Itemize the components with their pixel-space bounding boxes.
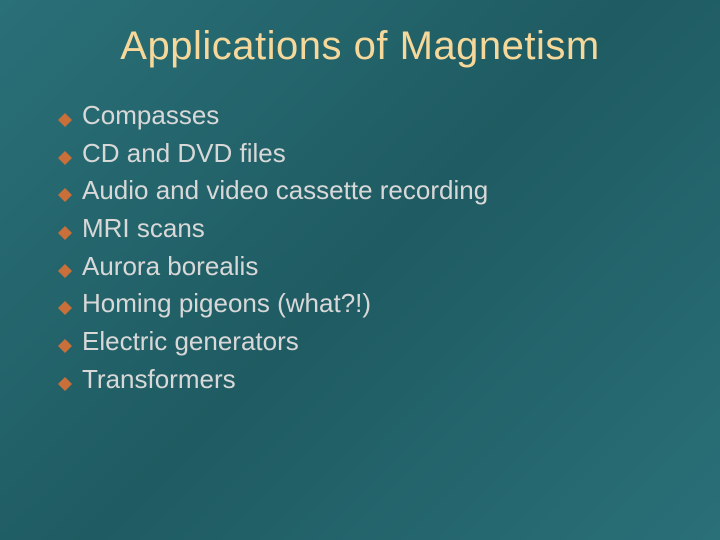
diamond-bullet-icon <box>58 226 76 240</box>
diamond-bullet-icon <box>58 151 76 165</box>
list-item: Electric generators <box>58 323 666 361</box>
diamond-bullet-icon <box>58 301 76 315</box>
diamond-bullet-icon <box>58 188 76 202</box>
bullet-text: Compasses <box>82 97 666 135</box>
list-item: Compasses <box>58 97 666 135</box>
slide-title: Applications of Magnetism <box>54 24 666 69</box>
diamond-bullet-icon <box>58 264 76 278</box>
bullet-text: Transformers <box>82 361 666 399</box>
bullet-text: MRI scans <box>82 210 666 248</box>
bullet-text: Electric generators <box>82 323 666 361</box>
diamond-bullet-icon <box>58 339 76 353</box>
list-item: Aurora borealis <box>58 248 666 286</box>
slide: Applications of Magnetism Compasses CD a… <box>0 0 720 540</box>
bullet-text: Audio and video cassette recording <box>82 172 666 210</box>
list-item: MRI scans <box>58 210 666 248</box>
list-item: Homing pigeons (what?!) <box>58 285 666 323</box>
list-item: Audio and video cassette recording <box>58 172 666 210</box>
bullet-text: Aurora borealis <box>82 248 666 286</box>
bullet-text: CD and DVD files <box>82 135 666 173</box>
diamond-bullet-icon <box>58 377 76 391</box>
bullet-text: Homing pigeons (what?!) <box>82 285 666 323</box>
list-item: Transformers <box>58 361 666 399</box>
diamond-bullet-icon <box>58 113 76 127</box>
bullet-list: Compasses CD and DVD files Audio and vid… <box>54 97 666 399</box>
list-item: CD and DVD files <box>58 135 666 173</box>
